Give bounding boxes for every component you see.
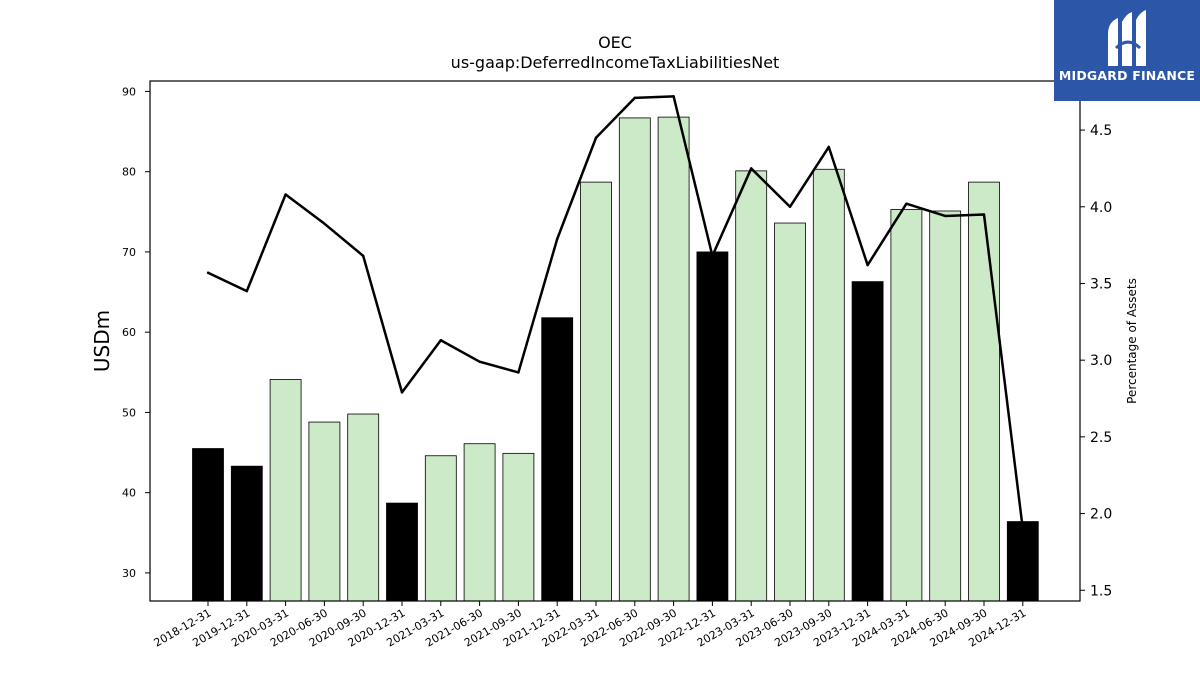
chart-subtitle: us-gaap:DeferredIncomeTaxLiabilitiesNet xyxy=(451,53,780,72)
bar-2022-09-30 xyxy=(657,116,690,602)
left-tick-label: 70 xyxy=(122,246,136,259)
chart-title: OEC xyxy=(598,33,632,52)
line-point-2022-03-31 xyxy=(594,136,598,139)
line-point-2021-09-30 xyxy=(517,371,520,374)
line-point-2024-09-30 xyxy=(982,213,986,216)
plot-frame xyxy=(149,80,1081,602)
left-tick-label: 30 xyxy=(122,567,136,580)
left-tick-label: 40 xyxy=(122,487,136,500)
line-point-2022-09-30 xyxy=(672,95,675,98)
right-tick-label: 4.5 xyxy=(1090,123,1112,139)
line-point-2021-06-30 xyxy=(478,360,481,363)
line-point-2020-12-31 xyxy=(400,391,404,394)
midgard-logo-icon xyxy=(1108,10,1146,66)
left-axis-ticks: 30 40 50 60 70 80 90 xyxy=(122,85,150,580)
brand-logo: MIDGARD FINANCE xyxy=(1054,0,1200,101)
bar-2020-03-31 xyxy=(269,379,302,602)
line-point-2019-12-31 xyxy=(245,289,248,293)
left-tick-label: 90 xyxy=(122,85,136,98)
percentage-of-assets-line xyxy=(207,95,1025,530)
right-tick-label: 2.0 xyxy=(1090,507,1112,523)
left-tick-label: 80 xyxy=(122,166,136,179)
bar-2021-06-30 xyxy=(463,443,496,602)
line-point-2023-03-31 xyxy=(750,167,753,170)
x-axis-ticks: 2018-12-312019-12-312020-03-312020-06-30… xyxy=(152,601,1028,650)
bar-2024-09-30 xyxy=(968,181,1000,602)
logo-text: MIDGARD FINANCE xyxy=(1058,68,1196,83)
bar-2021-03-31 xyxy=(424,455,457,602)
bar-2019-12-31 xyxy=(230,465,263,602)
line-point-2021-03-31 xyxy=(439,339,442,342)
line-point-2023-06-30 xyxy=(788,205,792,208)
bar-2023-03-31 xyxy=(735,170,768,602)
line-point-2023-09-30 xyxy=(827,145,830,149)
bar-2022-06-30 xyxy=(618,117,651,602)
bar-2020-06-30 xyxy=(308,421,341,602)
bar-2022-12-31 xyxy=(696,251,729,602)
bar-2023-09-30 xyxy=(812,168,845,602)
right-tick-label: 3.0 xyxy=(1090,353,1112,369)
line-point-2018-12-31 xyxy=(206,271,210,274)
bar-series xyxy=(192,116,1039,602)
line-point-2024-06-30 xyxy=(944,214,947,218)
bar-2021-09-30 xyxy=(502,452,535,602)
bar-2024-03-31 xyxy=(890,208,923,602)
right-tick-label: 4.0 xyxy=(1090,200,1112,216)
right-tick-label: 2.5 xyxy=(1090,430,1112,446)
bar-2018-12-31 xyxy=(192,448,224,602)
line-point-2024-03-31 xyxy=(905,202,908,205)
line-point-2020-09-30 xyxy=(362,254,365,258)
bar-2020-12-31 xyxy=(386,502,418,602)
line-series xyxy=(206,95,1025,531)
bar-2022-03-31 xyxy=(580,181,612,602)
bar-2020-09-30 xyxy=(347,413,380,602)
bar-2024-06-30 xyxy=(929,210,962,602)
left-tick-label: 50 xyxy=(122,406,136,419)
bar-2023-12-31 xyxy=(851,281,884,602)
line-point-2024-12-31 xyxy=(1021,527,1024,531)
bar-2023-06-30 xyxy=(774,222,806,602)
left-tick-label: 60 xyxy=(122,326,136,339)
left-axis-label: USDm xyxy=(90,310,114,372)
right-tick-label: 1.5 xyxy=(1090,583,1112,599)
line-point-2021-12-31 xyxy=(556,237,559,241)
line-point-2023-12-31 xyxy=(866,263,869,267)
line-point-2022-06-30 xyxy=(633,96,636,100)
bar-2024-12-31 xyxy=(1006,521,1039,602)
line-point-2022-12-31 xyxy=(711,254,714,258)
right-axis-label: Percentage of Assets xyxy=(1125,278,1139,404)
bar-2021-12-31 xyxy=(541,317,574,602)
line-point-2020-06-30 xyxy=(323,222,326,225)
right-tick-label: 3.5 xyxy=(1090,276,1112,292)
line-point-2020-03-31 xyxy=(284,193,287,196)
right-axis-ticks: 1.5 2.0 2.5 3.0 3.5 4.0 4.5 xyxy=(1080,123,1112,599)
